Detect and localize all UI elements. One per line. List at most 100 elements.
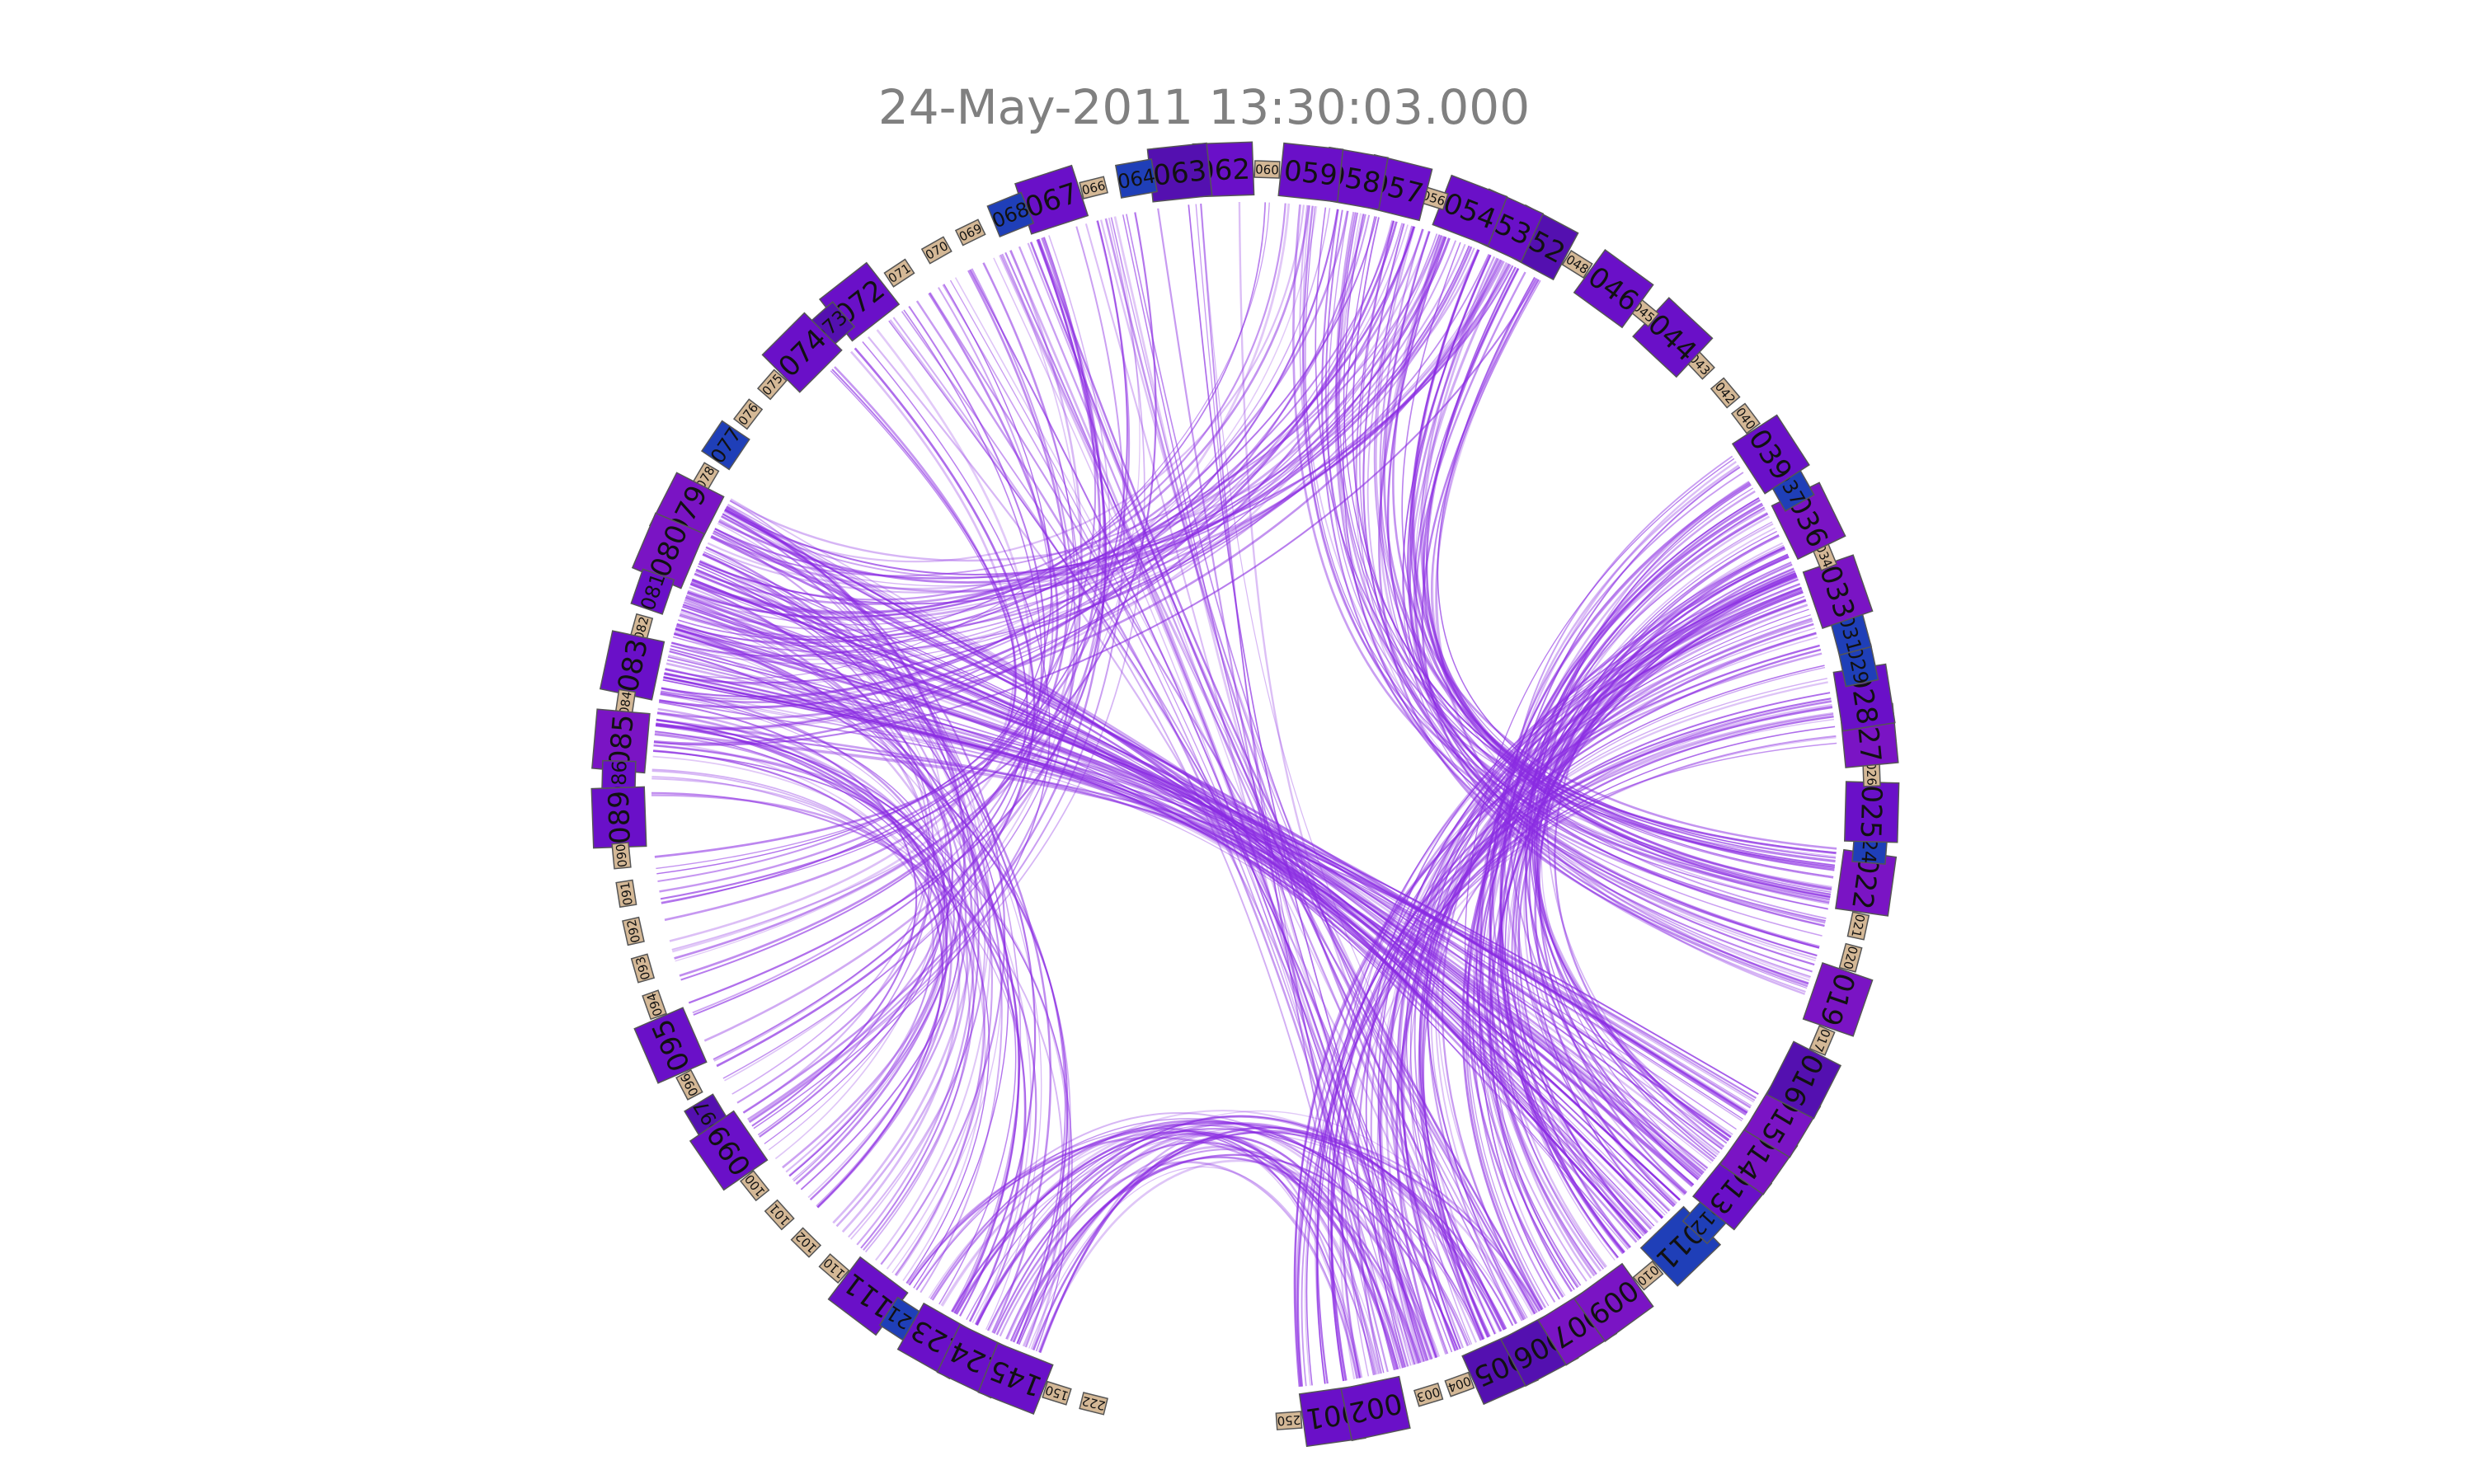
edge-8-29 xyxy=(669,350,1016,942)
edge-4-27 xyxy=(723,204,1305,563)
edge-3-45 xyxy=(1316,608,1809,1384)
node-094[interactable]: 094 xyxy=(642,989,667,1021)
edge-5-53 xyxy=(712,532,993,1276)
node-033[interactable]: 033 xyxy=(1802,554,1874,630)
edge-2-39 xyxy=(1343,216,1819,949)
node-093[interactable]: 093 xyxy=(630,953,656,984)
edge-5-59 xyxy=(729,500,1022,1313)
node-085[interactable]: 085 xyxy=(591,708,651,774)
edge-7-3 xyxy=(929,292,1536,1315)
edge-1-55 xyxy=(1478,508,1766,1272)
node-box xyxy=(1808,1025,1836,1056)
edge-0-14 xyxy=(714,528,1732,1139)
edge-6-34 xyxy=(971,1130,1385,1374)
edge-7-28 xyxy=(999,254,1418,1364)
edge-5-0 xyxy=(705,546,1052,1334)
node-016[interactable]: 016 xyxy=(1766,1040,1842,1120)
edge-4-19 xyxy=(676,233,1438,647)
node-label: 026 xyxy=(1864,762,1879,786)
node-080[interactable]: 080 xyxy=(631,512,705,589)
edge-8-22 xyxy=(713,250,1083,1062)
node-064[interactable]: 064 xyxy=(1114,158,1159,199)
node-092[interactable]: 092 xyxy=(622,916,645,946)
edge-4-39 xyxy=(659,221,1398,709)
node-084[interactable]: 084 xyxy=(614,688,637,717)
node-box xyxy=(1838,942,1863,973)
edge-8-25 xyxy=(661,220,1128,904)
node-068[interactable]: 068 xyxy=(986,191,1035,238)
edge-2-50 xyxy=(1327,210,1836,862)
edge-3-35 xyxy=(1431,678,1827,1321)
edge-2-44 xyxy=(1421,279,1809,984)
edge-5-48 xyxy=(704,548,1042,1330)
node-box xyxy=(1277,142,1344,203)
edge-7-5 xyxy=(1188,204,1437,1359)
node-083[interactable]: 083 xyxy=(599,630,666,701)
edge-6-36 xyxy=(1028,1166,1357,1379)
node-150[interactable]: 150 xyxy=(1042,1380,1072,1406)
node-250[interactable]: 250 xyxy=(1275,1411,1303,1430)
node-060[interactable]: 060 xyxy=(1253,160,1281,179)
node-081[interactable]: 081 xyxy=(630,568,675,615)
node-box xyxy=(700,420,750,471)
node-102[interactable]: 102 xyxy=(790,1227,822,1258)
node-071[interactable]: 071 xyxy=(883,258,915,288)
node-025[interactable]: 025 xyxy=(1843,781,1900,843)
node-039[interactable]: 039 xyxy=(1731,414,1810,495)
node-145[interactable]: 145 xyxy=(977,1342,1054,1416)
node-box xyxy=(1802,961,1874,1037)
edge-5-25 xyxy=(656,719,1073,1352)
node-021[interactable]: 021 xyxy=(1846,911,1870,941)
node-019[interactable]: 019 xyxy=(1802,961,1874,1037)
node-label: 020 xyxy=(1840,944,1860,970)
edge-8-0 xyxy=(747,268,1076,1120)
edge-0-55 xyxy=(654,733,1728,1144)
node-box xyxy=(1766,1040,1842,1120)
node-042[interactable]: 042 xyxy=(1710,377,1741,409)
node-label: 101 xyxy=(766,1201,793,1228)
node-017[interactable]: 017 xyxy=(1808,1025,1836,1056)
node-026[interactable]: 026 xyxy=(1862,760,1881,787)
node-059[interactable]: 059 xyxy=(1277,142,1344,203)
edge-5-8 xyxy=(660,693,948,1181)
edge-8-1 xyxy=(661,370,1017,904)
node-090[interactable]: 090 xyxy=(611,842,632,870)
diagram-title: 24-May-2011 13:30:03.000 xyxy=(878,79,1530,135)
edge-0-36 xyxy=(721,514,1693,1188)
node-label: 063 xyxy=(1151,154,1208,193)
edge-2-35 xyxy=(1291,204,1826,924)
node-222[interactable]: 222 xyxy=(1079,1392,1108,1416)
node-box xyxy=(818,1253,850,1284)
node-002[interactable]: 002 xyxy=(1340,1375,1411,1442)
edge-7-14 xyxy=(1157,208,1389,1373)
node-076[interactable]: 076 xyxy=(732,398,764,430)
edge-8-18 xyxy=(724,253,1083,1082)
edge-6-31 xyxy=(906,1136,1420,1364)
node-091[interactable]: 091 xyxy=(615,879,637,909)
node-069[interactable]: 069 xyxy=(954,218,986,247)
edge-6-16 xyxy=(1012,1156,1422,1364)
node-label: 091 xyxy=(618,881,636,906)
edge-0-20 xyxy=(661,690,1647,1234)
node-096[interactable]: 096 xyxy=(675,1068,703,1101)
node-070[interactable]: 070 xyxy=(920,236,952,265)
edge-3-1 xyxy=(1341,713,1834,1378)
node-box xyxy=(1253,160,1281,179)
node-054[interactable]: 054 xyxy=(1432,174,1508,247)
node-101[interactable]: 101 xyxy=(764,1199,795,1231)
node-095[interactable]: 095 xyxy=(633,1007,708,1084)
node-box xyxy=(1413,1382,1444,1407)
node-label: 025 xyxy=(1854,785,1888,839)
node-063[interactable]: 063 xyxy=(1146,142,1213,203)
edge-4-41 xyxy=(671,216,1377,657)
node-077[interactable]: 077 xyxy=(700,420,750,471)
node-003[interactable]: 003 xyxy=(1413,1382,1444,1407)
node-066[interactable]: 066 xyxy=(1079,176,1108,200)
edge-3-27 xyxy=(1405,583,1800,1341)
node-089[interactable]: 089 xyxy=(590,786,647,849)
node-label: 059 xyxy=(1282,154,1339,193)
edge-3-15 xyxy=(1356,553,1789,1374)
node-020[interactable]: 020 xyxy=(1838,942,1863,973)
node-004[interactable]: 004 xyxy=(1444,1371,1475,1397)
edge-1-30 xyxy=(1500,555,1790,1253)
